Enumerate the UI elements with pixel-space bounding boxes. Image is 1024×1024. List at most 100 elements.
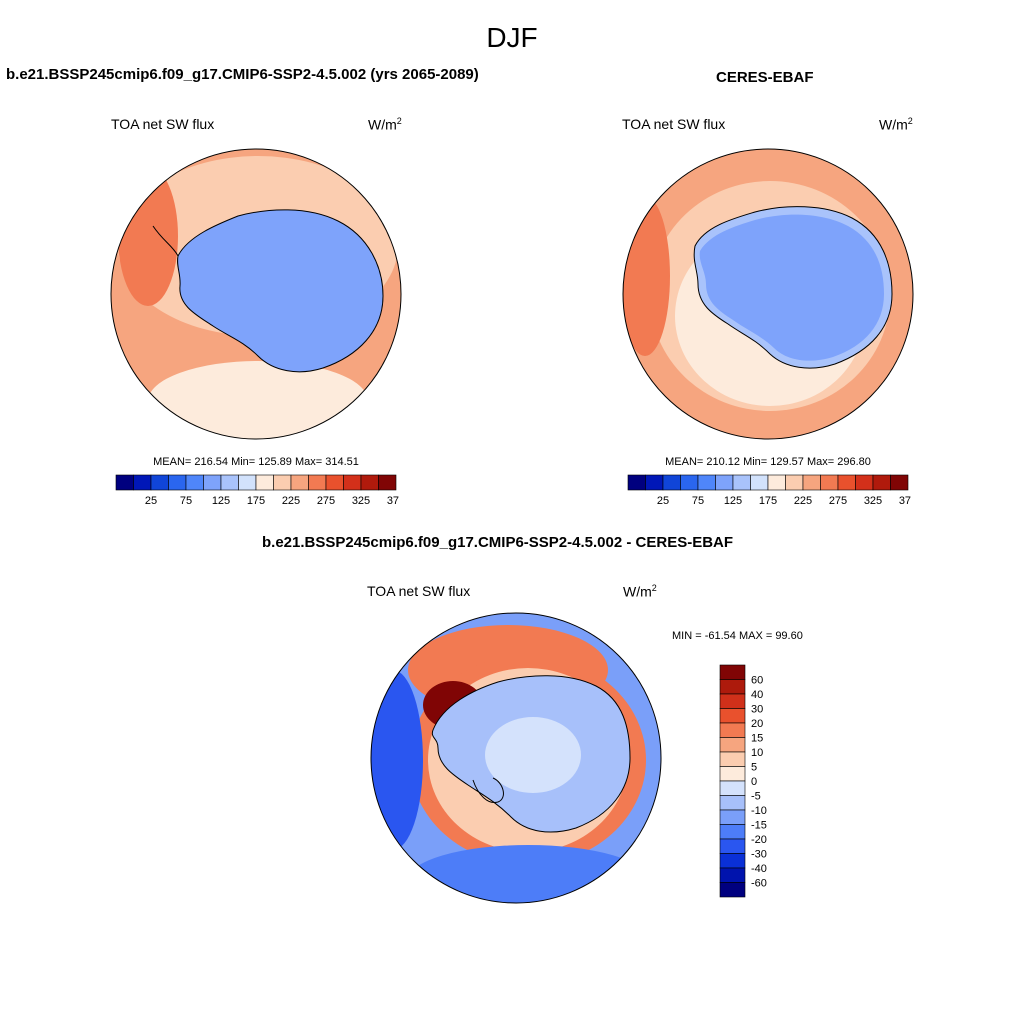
panel2-colorbar-swatch — [680, 474, 699, 491]
panel1-peninsula — [152, 225, 179, 257]
panel1-units: W/m2 — [368, 116, 402, 133]
panel3-colorbar-tick-label: -5 — [751, 791, 761, 803]
panel3-colorbar-tick-label: 5 — [751, 762, 757, 774]
panel1-colorbar-tick-label: 375 — [387, 495, 399, 507]
panel1-colorbar-tick-label: 275 — [317, 495, 335, 507]
panel2-map-border — [622, 148, 914, 440]
panel2-antarctica-interior — [699, 214, 884, 361]
panel3-units: W/m2 — [623, 583, 657, 600]
panel3-colorbar-tick-label: 60 — [751, 675, 763, 687]
panel2-colorbar-swatch — [802, 474, 821, 491]
panel3-variable-label: TOA net SW flux — [367, 583, 471, 599]
panel3-colorbar-swatch — [719, 824, 746, 840]
panel1-colorbar-swatch — [378, 474, 397, 491]
panel3-colorbar: 60 40 30 20 15 10 5 0 -5 -10 -15 -20 -30 -40 -60 — [719, 664, 767, 898]
panel3-colorbar-swatch — [719, 722, 746, 738]
panel3-colorbar-swatch — [719, 853, 746, 869]
panel1-colorbar-tick-label: 225 — [282, 495, 300, 507]
panel2-colorbar-swatch — [890, 474, 909, 491]
panel3-colorbar-ticks: 60 40 30 20 15 10 5 0 -5 -10 -15 -20 -30 -40 -60 — [751, 675, 767, 890]
panel2-colorbar-swatch — [872, 474, 891, 491]
panel3-title: b.e21.BSSP245cmip6.f09_g17.CMIP6-SSP2-4.… — [262, 534, 734, 551]
panel3-colorbar-tick-label: 40 — [751, 689, 763, 701]
figure-title: DJF — [486, 22, 538, 53]
panel1-colorbar: 25 75 125 175 225 275 325 375 — [115, 474, 399, 507]
panel1-colorbar-tick-label: 325 — [352, 495, 370, 507]
panel1-colorbar-swatch — [273, 474, 292, 491]
panel1-colorbar-swatch — [115, 474, 134, 491]
panel3-colorbar-swatch — [719, 664, 746, 680]
panel3-colorbar-swatch — [719, 867, 746, 883]
panel3-colorbar-swatch — [719, 708, 746, 724]
panel1-colorbar-tick-label: 125 — [212, 495, 230, 507]
panel1-stats: MEAN= 216.54 Min= 125.89 Max= 314.51 — [153, 456, 359, 468]
panel1-colorbar-tick-label: 25 — [145, 495, 157, 507]
panel1-colorbar-swatch — [185, 474, 204, 491]
panel1-colorbar-ticks: 25 75 125 175 225 275 325 375 — [145, 495, 399, 507]
panel3-colorbar-tick-label: -15 — [751, 820, 767, 832]
panel3-colorbar-swatch — [719, 751, 746, 767]
panel2-colorbar-swatch — [627, 474, 646, 491]
panel3-colorbar-tick-label: -40 — [751, 863, 767, 875]
panel1-colorbar-swatch — [133, 474, 152, 491]
panel3-colorbar-tick-label: 20 — [751, 718, 763, 730]
panel3-colorbar-swatch — [719, 780, 746, 796]
panel1-variable-label: TOA net SW flux — [111, 116, 215, 132]
panel2-colorbar-swatch — [820, 474, 839, 491]
panel2-colorbar-swatch — [837, 474, 856, 491]
panel3-colorbar-tick-label: -30 — [751, 849, 767, 861]
panel1-colorbar-swatch — [203, 474, 222, 491]
panel2-stats: MEAN= 210.12 Min= 129.57 Max= 296.80 — [665, 456, 871, 468]
panel2-colorbar-swatches — [627, 474, 909, 491]
panel1-colorbar-swatch — [238, 474, 257, 491]
panel2-colorbar-tick-label: 275 — [829, 495, 847, 507]
panel2-colorbar-swatch — [697, 474, 716, 491]
panel2-units: W/m2 — [879, 116, 913, 133]
panel3-colorbar-tick-label: 15 — [751, 733, 763, 745]
panel1-colorbar-swatch — [150, 474, 169, 491]
panel2-variable-label: TOA net SW flux — [622, 116, 726, 132]
panel2-coastline — [693, 206, 893, 369]
panel3-antarctica-interior — [485, 717, 581, 793]
panel2-map — [622, 148, 914, 440]
panel1-colorbar-swatch — [168, 474, 187, 491]
panel2-colorbar-swatch — [732, 474, 751, 491]
panel1-colorbar-swatch — [360, 474, 379, 491]
panel3-ross-ice-shelf — [472, 777, 504, 804]
panel2-colorbar-tick-label: 75 — [692, 495, 704, 507]
panel3-colorbar-tick-label: -60 — [751, 878, 767, 890]
panel1-colorbar-swatch — [255, 474, 274, 491]
panel1-coastline — [177, 209, 384, 373]
panel3-colorbar-tick-label: 0 — [751, 776, 757, 788]
panel2-colorbar: 25 75 125 175 225 275 325 375 — [627, 474, 911, 507]
panel1-colorbar-swatch — [325, 474, 344, 491]
panel3-colorbar-tick-label: -20 — [751, 834, 767, 846]
panel3-colorbar-swatch — [719, 882, 746, 898]
panel1-colorbar-swatch — [343, 474, 362, 491]
panel1-colorbar-swatch — [308, 474, 327, 491]
panel1-colorbar-swatches — [115, 474, 397, 491]
panel3-map-border — [370, 612, 662, 904]
panel2-colorbar-swatch — [785, 474, 804, 491]
panel2-colorbar-swatch — [750, 474, 769, 491]
panel3-colorbar-tick-label: -10 — [751, 805, 767, 817]
panel2-colorbar-ticks: 25 75 125 175 225 275 325 375 — [657, 495, 911, 507]
panel1-ocean-band-south — [148, 361, 368, 439]
panel2-colorbar-swatch — [767, 474, 786, 491]
panel2-colorbar-tick-label: 325 — [864, 495, 882, 507]
panel2-colorbar-swatch — [662, 474, 681, 491]
panel2-title: CERES-EBAF — [716, 69, 814, 86]
panel2-ocean-warm-patch — [623, 196, 670, 356]
panel3-colorbar-tick-label: 30 — [751, 704, 763, 716]
panel1-ocean-warm-patch — [118, 166, 178, 306]
panel3-colorbar-swatch — [719, 766, 746, 782]
panel3-colorbar-swatch — [719, 795, 746, 811]
panel2-colorbar-tick-label: 125 — [724, 495, 742, 507]
panel2-colorbar-swatch — [715, 474, 734, 491]
panel2-colorbar-swatch — [645, 474, 664, 491]
panel3-colorbar-swatch — [719, 737, 746, 753]
panel2-colorbar-tick-label: 25 — [657, 495, 669, 507]
panel3-stats: MIN = -61.54 MAX = 99.60 — [672, 630, 803, 642]
panel3-colorbar-swatches — [719, 664, 746, 898]
panel3-colorbar-swatch — [719, 838, 746, 854]
